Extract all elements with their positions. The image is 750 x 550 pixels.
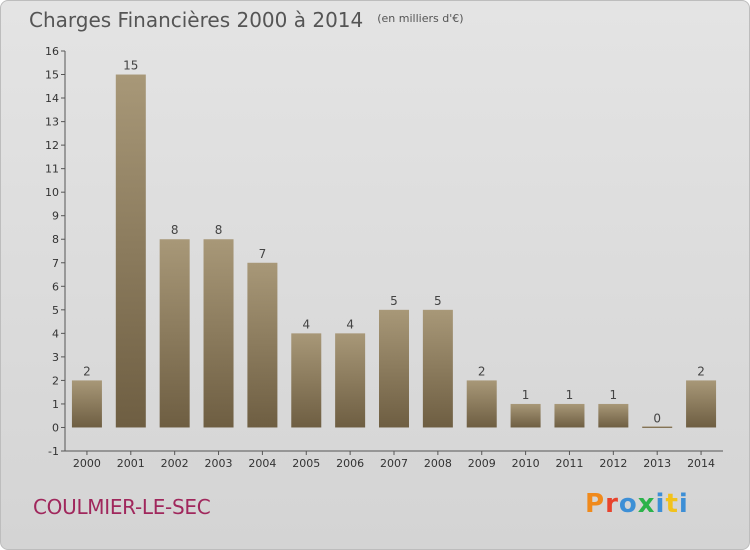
x-tick-label-2007: 2007 — [380, 457, 408, 470]
x-tick-label-2006: 2006 — [336, 457, 364, 470]
chart-title: Charges Financières 2000 à 2014 (en milli… — [29, 8, 464, 32]
commune-name: COULMIER-LE-SEC — [33, 495, 211, 519]
y-tick-label: 14 — [45, 92, 59, 105]
x-tick-label-2010: 2010 — [512, 457, 540, 470]
bar-2001 — [115, 74, 146, 428]
x-tick-label-2004: 2004 — [248, 457, 276, 470]
y-tick-label: 12 — [45, 139, 59, 152]
bar-2011 — [554, 403, 585, 428]
y-tick-label: 6 — [52, 280, 59, 293]
y-tick-label: 4 — [52, 327, 59, 340]
bar-2009 — [466, 380, 497, 428]
y-tick-label: 11 — [45, 163, 59, 176]
value-label-2008: 5 — [434, 294, 442, 308]
value-label-2004: 7 — [259, 247, 267, 261]
logo-letter: x — [637, 489, 656, 519]
bar-2012 — [598, 403, 629, 428]
x-tick-label-2012: 2012 — [599, 457, 627, 470]
y-tick-label: 8 — [52, 233, 59, 246]
bar-2007 — [379, 309, 409, 428]
bar-2003 — [203, 239, 234, 428]
proxiti-logo: Proxiti — [585, 489, 689, 519]
logo-letter: i — [655, 489, 666, 519]
value-label-2000: 2 — [83, 364, 91, 378]
y-tick-label: 0 — [52, 421, 59, 434]
value-label-2014: 2 — [697, 364, 705, 378]
value-label-2011: 1 — [566, 388, 574, 402]
x-tick-label-2000: 2000 — [73, 457, 101, 470]
bar-2014 — [686, 380, 717, 428]
bar-2000 — [71, 380, 102, 428]
logo-letter: P — [585, 489, 606, 519]
x-tick-label-2003: 2003 — [205, 457, 233, 470]
bar-2005 — [291, 333, 322, 428]
x-tick-label-2002: 2002 — [161, 457, 189, 470]
y-tick-label: 10 — [45, 186, 59, 199]
y-tick-label: 16 — [45, 45, 59, 58]
value-label-2003: 8 — [215, 223, 223, 237]
x-tick-label-2005: 2005 — [292, 457, 320, 470]
value-label-2006: 4 — [346, 317, 354, 331]
y-tick-label: 1 — [52, 398, 59, 411]
bar-2002 — [159, 239, 190, 428]
unit-label: (en milliers d'€) — [377, 12, 464, 25]
title-text: Charges Financières 2000 à 2014 — [29, 8, 364, 32]
y-tick-label: 13 — [45, 116, 59, 129]
y-tick-label: 15 — [45, 69, 59, 82]
bar-2013 — [642, 426, 673, 428]
x-tick-label-2009: 2009 — [468, 457, 496, 470]
value-label-2002: 8 — [171, 223, 179, 237]
x-tick-label-2011: 2011 — [555, 457, 583, 470]
x-tick-label-2013: 2013 — [643, 457, 671, 470]
y-tick-label: 7 — [52, 257, 59, 270]
logo-letter: i — [678, 489, 689, 519]
y-tick-label: 3 — [52, 351, 59, 364]
logo-letter: t — [665, 489, 679, 519]
logo-letter: o — [618, 489, 638, 519]
bar-2004 — [247, 262, 278, 428]
y-tick-label: 9 — [52, 210, 59, 223]
value-label-2012: 1 — [610, 388, 618, 402]
y-tick-label: 2 — [52, 374, 59, 387]
bar-2010 — [510, 403, 541, 428]
bar-2008 — [422, 309, 453, 428]
value-label-2010: 1 — [522, 388, 530, 402]
x-tick-label-2014: 2014 — [687, 457, 715, 470]
value-label-2009: 2 — [478, 364, 486, 378]
value-label-2005: 4 — [302, 317, 310, 331]
y-tick-label: 5 — [52, 304, 59, 317]
value-label-2007: 5 — [390, 294, 398, 308]
x-tick-label-2008: 2008 — [424, 457, 452, 470]
y-tick-label: -1 — [48, 445, 59, 458]
logo-letter: r — [605, 489, 619, 519]
value-label-2013: 0 — [653, 411, 661, 425]
x-tick-label-2001: 2001 — [117, 457, 145, 470]
value-label-2001: 15 — [123, 59, 138, 73]
bar-2006 — [335, 333, 366, 428]
